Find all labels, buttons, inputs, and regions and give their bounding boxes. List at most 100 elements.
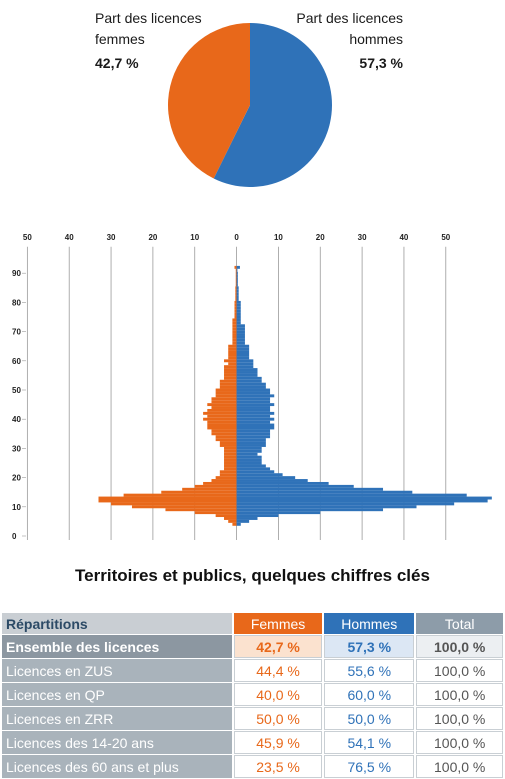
bar <box>236 461 262 465</box>
table-cell: 100,0 % <box>416 755 503 778</box>
bar <box>224 458 237 462</box>
bar <box>228 519 237 523</box>
bar <box>215 476 237 480</box>
bar <box>98 499 237 503</box>
bar <box>234 265 237 269</box>
table-cell: 100,0 % <box>416 731 503 754</box>
y-tick-label: 20 <box>12 474 21 483</box>
bar <box>224 446 237 450</box>
bar <box>215 514 237 518</box>
pie-value-label: 42,7 % <box>95 55 139 71</box>
bar <box>207 408 237 412</box>
pie-label: Part des licences hommes <box>296 10 403 47</box>
bar <box>215 388 237 392</box>
bar <box>232 327 237 331</box>
bar <box>236 452 258 456</box>
bar <box>215 435 237 439</box>
y-tick-label: 60 <box>12 357 21 366</box>
bar <box>219 379 237 383</box>
bar <box>236 277 238 281</box>
bar <box>194 511 237 515</box>
bar <box>232 335 237 339</box>
bar <box>234 303 237 307</box>
bar <box>98 496 237 500</box>
bar <box>228 350 237 354</box>
bar <box>224 455 237 459</box>
bar <box>236 508 384 512</box>
bar <box>236 303 241 307</box>
x-tick-label: 30 <box>358 233 367 242</box>
bar <box>236 286 239 290</box>
table-header-row: Répartitions Femmes Hommes Total <box>2 613 503 634</box>
bar <box>236 327 245 331</box>
table-cell: 57,3 % <box>324 635 415 658</box>
x-tick-label: 20 <box>148 233 157 242</box>
y-tick-label: 10 <box>12 503 21 512</box>
bar <box>236 522 241 526</box>
bar <box>219 444 237 447</box>
bar <box>235 271 237 275</box>
table-cell: 50,0 % <box>324 707 415 730</box>
bar <box>236 411 275 415</box>
table-cell: 76,5 % <box>324 755 415 778</box>
bar <box>236 417 275 421</box>
bar <box>236 514 279 518</box>
bar <box>236 479 308 482</box>
bar <box>236 295 239 299</box>
header-cell: Répartitions <box>2 613 232 634</box>
bar <box>236 403 275 407</box>
bar <box>235 280 237 284</box>
table-cell: 60,0 % <box>324 683 415 706</box>
bar <box>236 484 354 488</box>
bar <box>236 391 271 395</box>
table-cell: 100,0 % <box>416 635 503 658</box>
x-tick-label: 50 <box>441 233 450 242</box>
bar <box>236 408 271 412</box>
bar <box>228 344 237 348</box>
bar <box>236 432 271 436</box>
bar <box>224 373 237 377</box>
y-tick-label: 70 <box>12 328 21 337</box>
bar <box>215 394 237 398</box>
bar <box>211 406 237 409</box>
bar <box>236 467 271 471</box>
pie-value-label: 57,3 % <box>359 55 403 71</box>
bar <box>236 292 239 296</box>
bar <box>236 350 250 354</box>
bar <box>236 283 238 287</box>
bar <box>236 376 262 380</box>
bar <box>235 283 237 287</box>
bar <box>236 473 283 477</box>
bar <box>207 423 237 427</box>
table-cell: 44,4 % <box>234 659 323 682</box>
bar <box>236 318 241 322</box>
bar <box>236 435 271 439</box>
bar <box>232 318 237 322</box>
table-row: Licences en ZRR 50,0 % 50,0 % 100,0 % <box>2 707 503 730</box>
bar <box>234 300 237 304</box>
bar <box>236 368 258 372</box>
x-tick-label: 0 <box>234 233 239 242</box>
bar <box>236 423 275 427</box>
bar <box>236 458 262 462</box>
table-cell: 55,6 % <box>324 659 415 682</box>
table-row: Licences des 14-20 ans 45,9 % 54,1 % 100,0 … <box>2 731 503 754</box>
bar <box>236 441 266 445</box>
header-cell: Total <box>416 613 503 634</box>
bar <box>235 277 237 281</box>
bar <box>235 298 237 301</box>
table-cell: Ensemble des licences <box>2 635 232 658</box>
bar <box>236 271 238 275</box>
bar <box>236 511 321 515</box>
bar <box>236 487 384 491</box>
bar <box>219 382 237 386</box>
x-tick-label: 40 <box>399 233 408 242</box>
bar <box>236 265 240 269</box>
bar <box>236 373 258 377</box>
pie-slice <box>168 23 250 179</box>
bar <box>232 341 237 345</box>
y-tick-label: 50 <box>12 386 21 395</box>
bar <box>236 347 250 351</box>
bar <box>236 309 241 313</box>
